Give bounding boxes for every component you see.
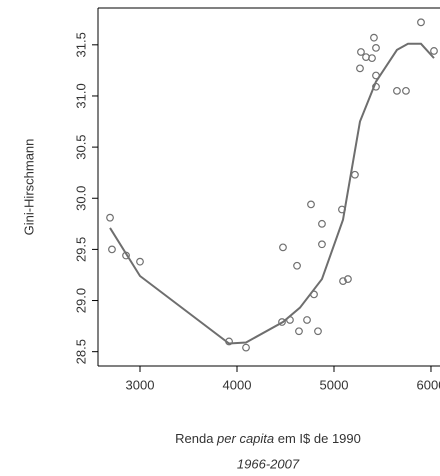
point <box>372 43 380 52</box>
point <box>293 261 301 270</box>
y-tick-label: 29.0 <box>73 288 88 313</box>
point <box>225 337 233 346</box>
y-tick-label: 29.5 <box>73 237 88 262</box>
point <box>370 33 378 42</box>
point <box>108 245 116 254</box>
subtitle: 1966-2007 <box>237 456 300 471</box>
y-tick-label: 31.0 <box>73 83 88 108</box>
point <box>372 71 380 80</box>
x-label-part: per capita <box>216 431 274 446</box>
y-tick-label: 31.5 <box>73 32 88 57</box>
point <box>310 290 318 299</box>
point <box>356 64 364 73</box>
point <box>136 257 144 266</box>
x-tick-label: 5000 <box>320 377 349 392</box>
point <box>339 277 347 286</box>
point <box>303 316 311 324</box>
point <box>344 275 352 283</box>
point <box>279 243 287 252</box>
point <box>393 86 401 95</box>
point <box>430 47 438 55</box>
x-label-part: em I$ de 1990 <box>274 431 361 446</box>
x-tick-label: 3000 <box>126 377 155 392</box>
x-label-part: Renda <box>175 431 217 446</box>
y-tick-label: 30.0 <box>73 186 88 211</box>
y-axis-label: Gini-Hirschmann <box>21 139 36 236</box>
point <box>372 82 380 91</box>
point <box>338 205 346 214</box>
point <box>318 219 326 228</box>
point <box>417 18 425 27</box>
x-tick-label: 6000 <box>417 377 440 392</box>
point <box>402 86 410 95</box>
x-tick-label: 4000 <box>223 377 252 392</box>
point <box>368 54 376 63</box>
point <box>242 343 250 352</box>
point <box>106 213 114 222</box>
point <box>286 316 294 324</box>
y-tick-label: 28.5 <box>73 339 88 364</box>
fit-line <box>109 42 435 345</box>
point <box>357 48 365 56</box>
point <box>278 318 286 326</box>
y-tick-label: 30.5 <box>73 134 88 159</box>
x-axis-label: Renda per capita em I$ de 1990 <box>175 431 361 446</box>
point <box>295 327 303 336</box>
point <box>307 200 315 209</box>
point <box>122 251 130 260</box>
point <box>351 170 359 179</box>
point <box>314 327 322 336</box>
point <box>318 240 326 249</box>
